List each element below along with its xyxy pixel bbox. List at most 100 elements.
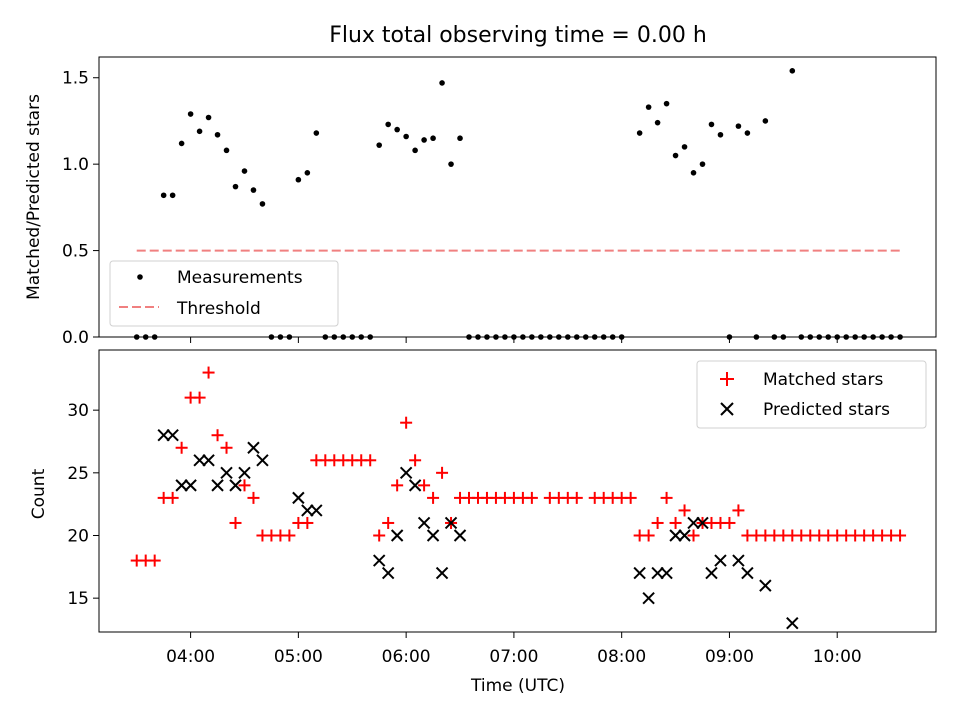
x-tick-label: 06:00	[382, 647, 431, 667]
predicted-star-point	[633, 566, 646, 580]
bottom-y-ticks: 15 20 25 30	[67, 401, 99, 609]
predicted-stars-points	[157, 429, 799, 630]
measurement-point	[304, 170, 311, 176]
predicted-star-point	[453, 529, 467, 542]
x-tick-label: 08:00	[597, 647, 646, 667]
bottom-legend-box	[696, 360, 927, 429]
predicted-star-point	[642, 591, 655, 605]
measurement-point	[735, 123, 742, 129]
chart-title: Flux total observing time = 0.00 h	[329, 23, 707, 48]
measurement-point	[403, 133, 409, 140]
predicted-star-point	[238, 466, 251, 480]
measurement-point	[160, 192, 167, 199]
predicted-star-point	[732, 554, 745, 567]
measurement-point	[205, 114, 212, 121]
x-tick-label: 09:00	[705, 647, 754, 667]
predicted-star-point	[444, 516, 458, 530]
matched-star-point	[427, 491, 440, 504]
x-axis-label: Time (UTC)	[470, 676, 565, 696]
measurement-point	[654, 119, 661, 126]
predicted-star-point	[372, 554, 386, 567]
predicted-star-point	[435, 566, 449, 580]
top-y-ticks: 0.0 0.5 1.0 1.5	[62, 69, 99, 348]
predicted-star-point	[687, 516, 700, 530]
measurement-point	[762, 118, 769, 124]
top-legend-box	[109, 260, 339, 327]
top-y-tick-label: 1.0	[62, 155, 89, 175]
predicted-star-point	[220, 466, 233, 480]
predicted-star-point	[211, 479, 224, 492]
top-y-tick-label: 0.5	[62, 242, 89, 262]
bottom-y-tick-label: 20	[67, 526, 89, 546]
legend-label-matched: Matched stars	[763, 370, 883, 390]
matched-star-point	[220, 441, 233, 454]
predicted-star-point	[247, 441, 260, 454]
measurement-point	[259, 201, 266, 207]
matched-star-point	[166, 491, 179, 504]
x-tick-label: 10:00	[813, 647, 862, 667]
predicted-star-point	[256, 454, 269, 467]
matched-star-point	[229, 516, 242, 529]
measurement-point	[187, 111, 194, 117]
measurement-point	[789, 68, 796, 74]
matched-stars-points	[130, 366, 907, 567]
top-y-tick-label: 1.5	[62, 69, 89, 89]
measurement-point	[376, 142, 382, 148]
measurement-point	[430, 135, 436, 142]
measurement-point	[412, 147, 418, 154]
bottom-y-tick-label: 25	[67, 464, 89, 484]
matched-star-point	[624, 491, 637, 504]
matched-star-point	[418, 479, 431, 492]
measurement-point	[744, 130, 751, 136]
matched-star-point	[570, 491, 583, 504]
measurement-point	[421, 137, 427, 143]
predicted-legend-marker	[720, 402, 734, 416]
predicted-star-point	[310, 504, 323, 517]
x-tick-label: 04:00	[166, 647, 215, 667]
matched-star-point	[283, 529, 296, 542]
predicted-star-point	[705, 566, 718, 580]
top-panel: 0.0 0.5 1.0 1.5 Matched/Predicted stars Mea…	[24, 56, 937, 348]
top-y-tick-label: 0.0	[62, 328, 89, 348]
predicted-star-point	[193, 454, 206, 467]
matched-star-point	[436, 466, 449, 479]
matched-star-point	[409, 454, 422, 467]
measurement-point	[708, 121, 715, 128]
bottom-y-axis-label: Count	[29, 468, 49, 519]
predicted-star-point	[301, 504, 314, 517]
matched-star-point	[148, 554, 161, 567]
measurement-point	[313, 130, 320, 136]
predicted-star-point	[292, 491, 305, 505]
measurement-point	[717, 131, 724, 138]
predicted-star-point	[381, 566, 395, 580]
measurement-point	[439, 80, 445, 86]
matched-star-point	[193, 391, 206, 404]
measurement-point	[250, 187, 257, 193]
top-legend: Measurements Threshold	[109, 260, 339, 327]
measurement-point	[385, 121, 391, 128]
predicted-star-point	[408, 479, 422, 492]
measurement-point	[663, 100, 670, 107]
matched-legend-marker	[720, 372, 734, 386]
measurement-point	[169, 192, 176, 199]
bottom-legend: Matched stars Predicted stars	[696, 360, 927, 429]
legend-label-predicted: Predicted stars	[763, 400, 890, 420]
matched-star-point	[651, 516, 664, 529]
predicted-star-point	[202, 454, 215, 467]
matched-star-point	[373, 529, 386, 542]
matched-star-point	[894, 529, 907, 542]
measurement-point	[681, 144, 688, 150]
bottom-y-tick-label: 30	[67, 401, 89, 421]
matched-star-point	[301, 516, 314, 529]
measurement-point	[295, 176, 302, 183]
measurement-point	[457, 135, 463, 142]
matched-star-point	[175, 441, 188, 454]
legend-label-threshold: Threshold	[176, 299, 261, 319]
predicted-star-point	[678, 529, 691, 542]
predicted-star-point	[696, 516, 709, 530]
matched-star-point	[202, 366, 215, 379]
matched-star-point	[382, 516, 395, 529]
matched-star-point	[660, 491, 673, 504]
predicted-star-point	[417, 516, 431, 530]
